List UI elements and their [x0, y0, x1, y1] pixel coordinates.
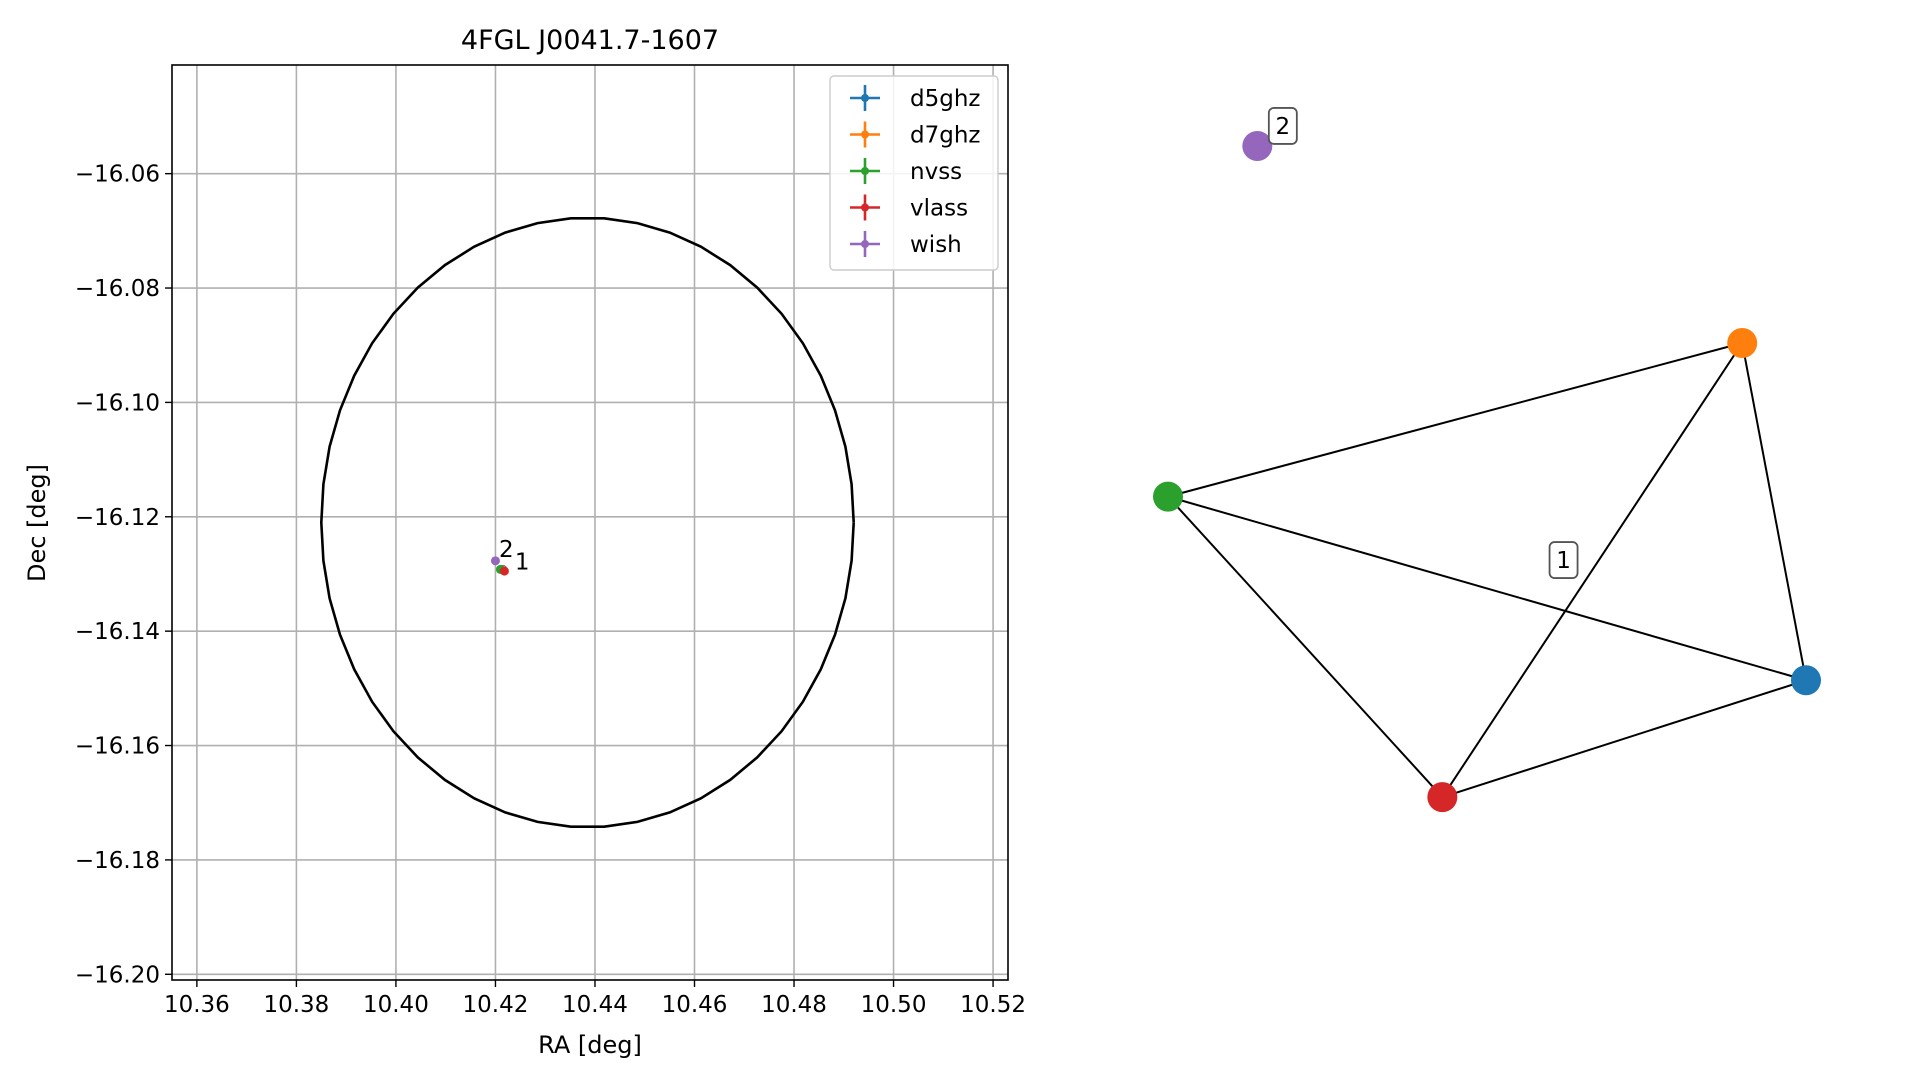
- node-nvss: [1153, 481, 1183, 512]
- legend-marker-dot: [861, 130, 869, 139]
- edge-d7ghz-d5ghz: [1741, 342, 1807, 681]
- grid: [172, 65, 1008, 980]
- x-tick-label: 10.44: [562, 992, 628, 1018]
- legend-marker-dot: [861, 240, 869, 248]
- legend-label: nvss: [910, 159, 962, 185]
- legend-marker-dot: [861, 94, 869, 102]
- node-d7ghz: [1727, 328, 1758, 358]
- y-tick-label: −16.14: [75, 619, 160, 645]
- x-tick-label: 10.50: [861, 992, 927, 1018]
- edge-vlass-d5ghz: [1442, 679, 1807, 799]
- cluster-label-box: [1267, 107, 1298, 145]
- y-axis-label: Dec [deg]: [23, 464, 51, 582]
- x-axis-label: RA [deg]: [538, 1031, 642, 1059]
- chart-title: 4FGL J0041.7-1607: [461, 25, 719, 56]
- x-tick-label: 10.40: [363, 992, 429, 1018]
- cluster-label-box: [1548, 541, 1579, 579]
- association-network: 12: [1153, 107, 1821, 813]
- y-tick-label: −16.12: [75, 505, 160, 531]
- y-tick-label: −16.10: [75, 390, 160, 416]
- legend-label: d5ghz: [910, 86, 980, 112]
- node-wish: [1242, 130, 1273, 161]
- point-vlass: [499, 566, 509, 576]
- point-annotation: 1: [515, 549, 530, 575]
- error-ellipse: [319, 217, 855, 829]
- x-tick-label: 10.52: [960, 992, 1026, 1018]
- axis-ticks: 10.36 10.38 10.40 10.42 10.44 10.46 10.48 10.50…: [75, 162, 1026, 1018]
- network-edges: [1167, 342, 1807, 799]
- edge-nvss-vlass: [1167, 495, 1444, 798]
- x-tick-label: 10.48: [761, 992, 827, 1018]
- node-vlass: [1427, 782, 1458, 813]
- x-tick-label: 10.42: [463, 992, 529, 1018]
- legend: d5ghz d7ghz nvss vlass wish: [829, 75, 999, 271]
- cluster-label: 1: [1556, 548, 1571, 574]
- cluster-labels: 12: [1267, 107, 1579, 579]
- point-wish: [490, 556, 500, 566]
- point-annotation: 2: [499, 537, 514, 563]
- x-tick-label: 10.46: [662, 992, 728, 1018]
- network-nodes: [1153, 130, 1821, 813]
- y-tick-label: −16.06: [75, 162, 160, 188]
- legend-label: wish: [910, 232, 962, 258]
- node-d5ghz: [1791, 665, 1821, 696]
- source-points: [490, 556, 509, 576]
- y-tick-label: −16.16: [75, 734, 160, 760]
- edge-d7ghz-vlass: [1441, 342, 1744, 798]
- y-tick-label: −16.20: [75, 962, 160, 988]
- x-tick-label: 10.36: [164, 992, 230, 1018]
- y-tick-label: −16.08: [75, 276, 160, 302]
- legend-marker-dot: [861, 167, 869, 175]
- legend-marker-dot: [861, 203, 869, 212]
- legend-box: [829, 75, 999, 271]
- error-ellipse-layer: [319, 217, 855, 829]
- edge-nvss-d5ghz: [1167, 495, 1807, 682]
- x-tick-label: 10.38: [263, 992, 329, 1018]
- legend-label: vlass: [910, 196, 968, 222]
- y-tick-label: −16.18: [75, 848, 160, 874]
- cluster-label: 2: [1276, 114, 1291, 140]
- legend-label: d7ghz: [910, 123, 980, 149]
- axes-frame: [171, 64, 1009, 981]
- edge-nvss-d7ghz: [1167, 342, 1743, 498]
